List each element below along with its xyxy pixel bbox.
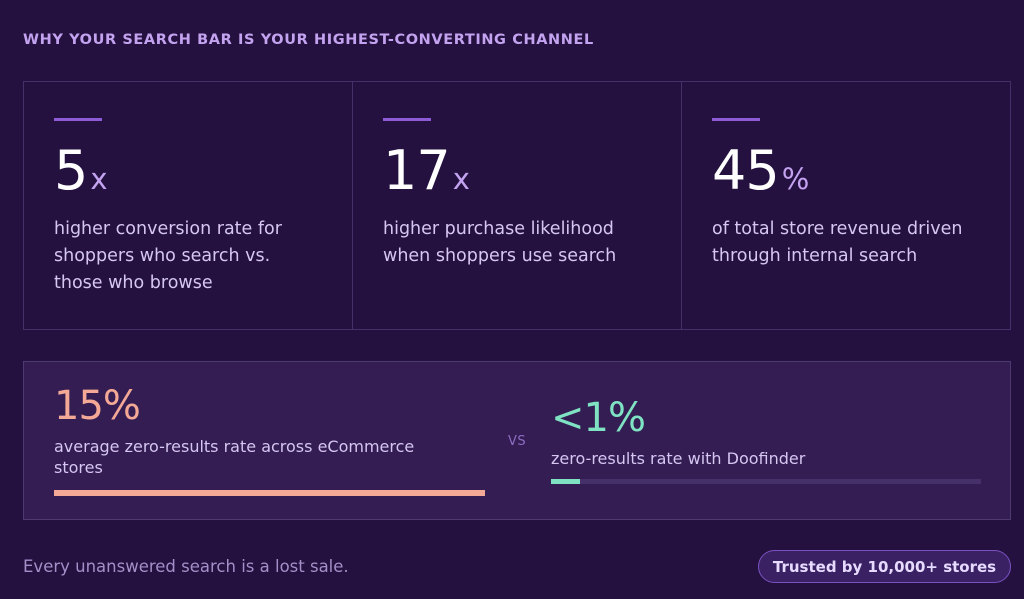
trusted-badge[interactable]: Trusted by 10,000+ stores — [758, 550, 1011, 583]
stat-description: higher conversion rate for shoppers who … — [54, 219, 282, 293]
stat-value: 45% — [712, 144, 809, 198]
vs-label: VS — [508, 434, 527, 449]
industry-rate-value: 15% — [54, 383, 141, 429]
doofinder-rate-bar-fill — [551, 479, 580, 484]
stat-number: 17 — [383, 139, 451, 202]
stat-number: 5 — [54, 139, 88, 202]
stat-description: higher purchase likelihood when shoppers… — [383, 219, 617, 266]
industry-zero-results: 15% average zero-results rate across eCo… — [54, 386, 486, 478]
accent-dash — [383, 118, 431, 121]
industry-rate-description: average zero-results rate across eCommer… — [54, 437, 415, 477]
stat-card-revenue: 45% of total store revenue driven throug… — [681, 82, 1010, 329]
footer-tagline: Every unanswered search is a lost sale. — [23, 557, 349, 576]
stat-description: of total store revenue driven through in… — [712, 219, 963, 266]
doofinder-rate-bar-track — [551, 479, 981, 484]
doofinder-rate-value: <1% — [551, 395, 646, 441]
stat-number: 45 — [712, 139, 780, 202]
accent-dash — [54, 118, 102, 121]
section-heading: WHY YOUR SEARCH BAR IS YOUR HIGHEST-CONV… — [23, 32, 594, 48]
industry-rate-bar — [54, 490, 485, 496]
accent-dash — [712, 118, 760, 121]
zero-results-comparison: 15% average zero-results rate across eCo… — [23, 361, 1011, 520]
doofinder-rate-description: zero-results rate with Doofinder — [551, 449, 806, 468]
doofinder-zero-results: <1% zero-results rate with Doofinder — [551, 398, 981, 469]
stat-card-purchase: 17 x higher purchase likelihood when shop… — [352, 82, 681, 329]
stat-unit: x — [452, 162, 470, 196]
stat-unit: x — [90, 162, 108, 196]
stat-value: 17 x — [383, 144, 470, 198]
stat-unit: % — [781, 162, 810, 196]
